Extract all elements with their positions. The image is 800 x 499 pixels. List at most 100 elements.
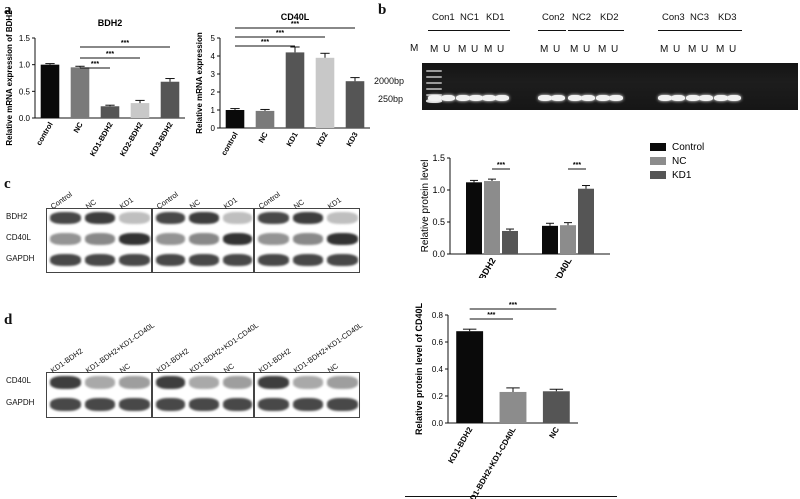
lane-mu-label: U	[583, 44, 591, 55]
lane-group-label: KD3	[718, 12, 737, 23]
size-label-250bp: 250bp	[378, 94, 404, 104]
blot-row-label: CD40L	[6, 233, 31, 242]
ladder-band	[426, 70, 442, 72]
blot-band	[292, 398, 324, 411]
chart-title: CD40L	[281, 12, 310, 22]
lane-mu-label: M	[484, 44, 493, 55]
blot-band	[189, 398, 219, 411]
y-tick-label: 0.2	[432, 392, 444, 401]
y-axis-label: Relative protein level	[420, 160, 431, 253]
y-tick-label: 0.5	[19, 87, 31, 96]
category-label: CD40L	[551, 256, 574, 278]
ladder-band	[426, 88, 442, 90]
pcr-band	[482, 95, 496, 101]
ladder-band	[426, 76, 442, 78]
pcr-band	[609, 95, 623, 101]
lane-group-rule	[568, 30, 596, 31]
western-blot-d: CD40L GAPDH KD1-BDH2 KD1-BDH2+KD1-CD40L NC KD…	[0, 308, 370, 418]
cd40l-mrna-chart: 0 1 2 3 4 5 CD40L Relative mRNA expression contr…	[195, 12, 370, 157]
blot-row-label: GAPDH	[6, 254, 35, 263]
significance-stars: ***	[291, 21, 299, 28]
blot-band	[189, 376, 219, 389]
blot-band	[222, 376, 252, 389]
pcr-band	[671, 95, 685, 101]
blot-band	[156, 376, 186, 389]
bar	[40, 64, 60, 118]
y-tick-label: 3	[211, 70, 216, 79]
pcr-band	[551, 95, 565, 101]
bar	[345, 81, 365, 128]
significance-stars: ***	[91, 61, 99, 68]
category-label: KD3-BDH2	[148, 121, 175, 158]
blot-lane-label: KD1-BDH2	[154, 346, 191, 375]
blot-band	[189, 233, 219, 245]
pcr-band	[714, 95, 728, 101]
panel-letter-c: c	[4, 176, 11, 192]
blot-band	[258, 376, 289, 389]
lane-group-rule	[596, 30, 624, 31]
lane-mu-label: U	[443, 44, 451, 55]
pcr-band	[441, 95, 455, 101]
pcr-band	[581, 95, 595, 101]
bar	[502, 230, 518, 254]
blot-band	[50, 376, 81, 389]
y-tick-label: 5	[211, 34, 216, 43]
bar	[578, 188, 594, 254]
gel-image	[422, 63, 798, 110]
y-tick-label: 0.0	[432, 419, 444, 428]
bar	[499, 391, 527, 423]
bar	[255, 110, 275, 128]
size-label-2000bp: 2000bp	[374, 76, 405, 86]
category-label: KD2-BDH2	[118, 121, 145, 158]
y-tick-label: 0.5	[432, 217, 445, 227]
lane-group-label: Con2	[542, 12, 565, 23]
lane-mu-label: M	[540, 44, 549, 55]
blot-band	[327, 212, 358, 224]
lane-group-rule	[714, 30, 742, 31]
blot-band	[84, 376, 116, 389]
blot-band	[258, 233, 289, 245]
significance-stars: ***	[106, 51, 114, 58]
category-label: KD1-BDH2	[88, 121, 115, 158]
significance-stars: ***	[497, 162, 505, 169]
bar	[560, 225, 576, 254]
lane-mu-label: M	[570, 44, 579, 55]
blot-band	[156, 254, 186, 266]
bar	[160, 81, 180, 118]
blot-row-label: CD40L	[6, 376, 31, 385]
blot-band	[292, 233, 324, 245]
category-label: NC	[257, 130, 271, 144]
blot-band	[327, 233, 358, 245]
lane-mu-label: U	[611, 44, 619, 55]
significance-stars: ***	[121, 40, 129, 47]
blot-row-label: BDH2	[6, 212, 28, 221]
pcr-band	[428, 95, 442, 101]
category-label: KD3	[344, 131, 359, 149]
bar	[542, 225, 558, 254]
blot-band	[258, 254, 289, 266]
lane-mu-label: M	[716, 44, 725, 55]
category-label: NC	[72, 120, 86, 134]
blot-band	[84, 254, 116, 266]
chart-title: BDH2	[98, 18, 123, 28]
y-tick-label: 1.5	[19, 34, 31, 43]
bar	[70, 67, 90, 118]
lane-group-label: KD2	[600, 12, 619, 23]
pcr-band	[727, 95, 741, 101]
bottom-rule	[405, 496, 617, 497]
lane-mu-label: M	[598, 44, 607, 55]
lane-group-label: Con1	[432, 12, 455, 23]
y-tick-label: 1	[211, 106, 216, 115]
bar	[315, 57, 335, 128]
significance-stars: ***	[276, 30, 284, 37]
blot-band	[327, 398, 358, 411]
legend-swatch	[650, 157, 666, 165]
category-label: KD1	[284, 131, 299, 149]
y-tick-label: 0.0	[432, 249, 445, 259]
legend-label: KD1	[672, 170, 692, 181]
blot-band	[222, 254, 252, 266]
blot-band	[156, 233, 186, 245]
blot-lane-label: KD1-BDH2	[48, 346, 85, 375]
lane-group-rule	[456, 30, 484, 31]
